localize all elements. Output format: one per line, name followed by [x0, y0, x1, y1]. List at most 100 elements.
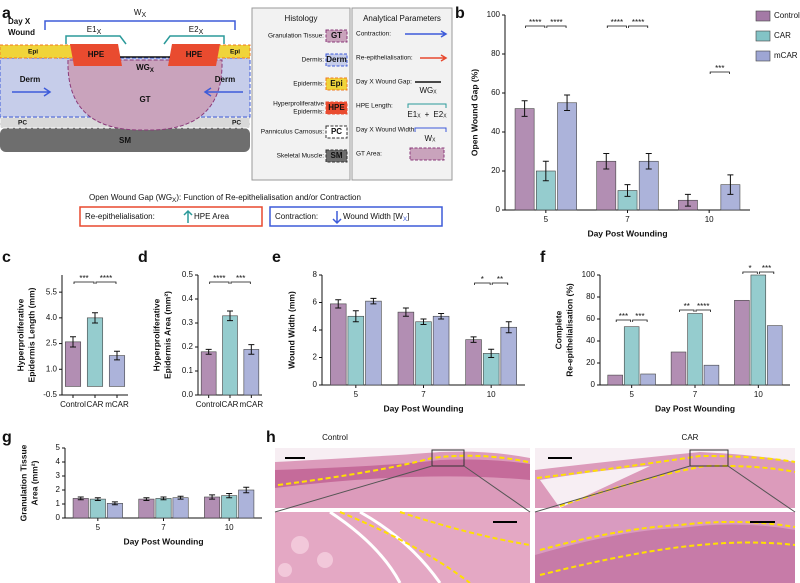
histology-label: Epidermis: [293, 109, 324, 116]
bar [500, 326, 517, 386]
swatch [325, 77, 348, 91]
box-value-sub: X [403, 216, 408, 223]
bar [222, 315, 238, 396]
parameter-label: Day X Wound Width: [356, 127, 416, 134]
significance-bracket [209, 281, 230, 284]
significance-bracket [525, 25, 546, 28]
layer-label: GT [139, 95, 150, 104]
error-bar [160, 496, 167, 501]
e1-base: E1 [87, 25, 97, 34]
significance-bracket [679, 309, 695, 312]
y-tick-label: 100 [487, 10, 501, 19]
hpe-region [168, 44, 220, 66]
significance-label: *** [762, 264, 771, 273]
significance-bracket [491, 282, 509, 285]
swatch-label: Derm [326, 55, 346, 64]
y-tick-label: 0 [313, 380, 318, 389]
box-label: Contraction: [275, 212, 318, 221]
y-tick-label: 2 [56, 485, 61, 494]
bar [415, 321, 432, 386]
y-tick-label: 5 [56, 443, 61, 452]
symbol: E1X [407, 110, 421, 120]
bar [238, 489, 255, 519]
caption: Open Wound Gap (WGX): Function of Re-epi… [89, 193, 361, 204]
y-axis-label: Hyperproliferative [15, 298, 25, 371]
width-label: WX [134, 8, 147, 19]
width-sub: X [141, 12, 146, 19]
box-value: Wound Width [WX] [343, 212, 409, 223]
significance-bracket [758, 271, 775, 274]
symbol: WGX [419, 86, 437, 96]
parameter-label: HPE Length: [356, 103, 393, 110]
significance-label: ** [684, 302, 690, 311]
e1-sub: X [97, 29, 102, 36]
yellow-outline [277, 454, 529, 486]
bar [106, 502, 123, 519]
symbol-sub: X [417, 114, 421, 120]
legend-swatch [755, 30, 771, 42]
bar [465, 339, 482, 386]
error-bar [70, 336, 76, 348]
contraction-arrow [405, 30, 448, 38]
y-axis-label: Area (mm²) [29, 460, 39, 505]
x-tick-label: 7 [421, 390, 426, 399]
significance-label: *** [635, 312, 644, 321]
swatch [325, 53, 348, 67]
contraction-box [269, 206, 443, 227]
swatch-label: PC [331, 127, 342, 136]
wound-title: Day X [8, 17, 31, 26]
bar [767, 325, 783, 386]
symbol-sub: X [433, 90, 437, 96]
box-value-pre: Wound Width [W [343, 212, 403, 221]
y-tick-label: 1.0 [46, 364, 58, 373]
swatch-label: HPE [328, 103, 345, 112]
error-bar [243, 486, 250, 494]
swatch-label: GT [331, 31, 342, 40]
significance-bracket [742, 271, 758, 274]
bar [703, 364, 720, 386]
x-tick-label: 7 [161, 523, 166, 532]
histology-title: Histology [285, 14, 318, 23]
layer-label: PC [18, 120, 27, 127]
x-tick-label: mCAR [105, 400, 129, 409]
bar [687, 313, 703, 386]
panel-label: h [266, 429, 276, 446]
muscle-layer [0, 128, 250, 152]
error-bar [248, 344, 255, 355]
legend-label: Control [774, 11, 800, 20]
bar [172, 497, 189, 519]
panel-label: c [2, 249, 11, 266]
up-arrow [183, 209, 193, 223]
box-value-post: ] [407, 212, 409, 221]
y-axis-label: Complete [553, 310, 563, 349]
tissue-gap [329, 510, 442, 583]
significance-bracket [546, 25, 567, 28]
histology-label: Epidermis: [293, 81, 324, 88]
layer-label: Derm [215, 75, 235, 84]
box-value-pre: HPE Area [194, 212, 230, 221]
bar [670, 351, 687, 386]
muscle-fibre [291, 536, 309, 554]
error-bar [205, 348, 212, 355]
y-tick-label: 2.5 [46, 339, 58, 348]
down-arrow [332, 211, 342, 225]
bar [72, 498, 89, 519]
x-tick-label: 7 [625, 215, 630, 224]
histology-label: Dermis: [302, 57, 325, 64]
y-tick-label: 60 [491, 88, 500, 97]
y-tick-label: 20 [586, 358, 595, 367]
significance-bracket [73, 281, 95, 284]
x-tick-label: CAR [222, 400, 239, 409]
y-tick-label: 4 [313, 325, 318, 334]
significance-bracket [628, 25, 649, 28]
significance-label: **** [100, 274, 112, 283]
panel-label: e [272, 249, 281, 266]
gap-base: WG [136, 63, 150, 72]
bar [557, 102, 577, 211]
symbol: E2X [433, 110, 447, 120]
error-bar [727, 174, 734, 195]
re-epithelialisation-arrow [420, 54, 448, 62]
error-bar [505, 321, 512, 334]
symbol-base: E1 [407, 110, 417, 119]
